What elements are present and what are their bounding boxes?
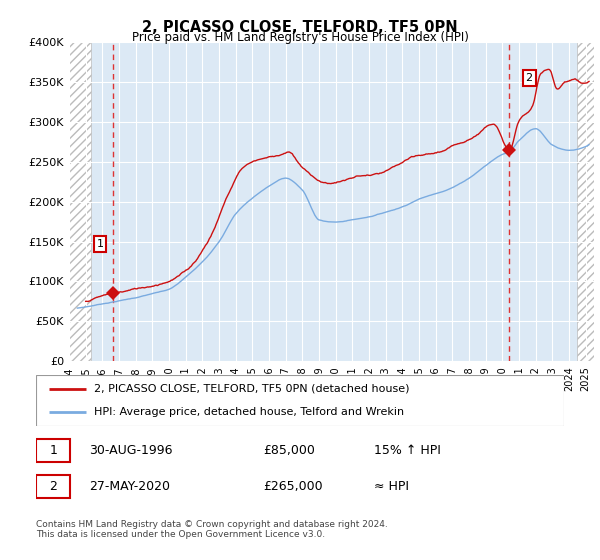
Text: 1: 1 <box>97 239 104 249</box>
Text: £265,000: £265,000 <box>263 480 323 493</box>
Text: 1: 1 <box>49 444 58 457</box>
Text: 27-MAY-2020: 27-MAY-2020 <box>89 480 170 493</box>
Bar <box>69 42 91 361</box>
Text: 30-AUG-1996: 30-AUG-1996 <box>89 444 172 457</box>
Text: Price paid vs. HM Land Registry's House Price Index (HPI): Price paid vs. HM Land Registry's House … <box>131 31 469 44</box>
Text: HPI: Average price, detached house, Telford and Wrekin: HPI: Average price, detached house, Telf… <box>94 407 404 417</box>
Text: 2: 2 <box>49 480 58 493</box>
Text: 15% ↑ HPI: 15% ↑ HPI <box>374 444 441 457</box>
Text: Contains HM Land Registry data © Crown copyright and database right 2024.
This d: Contains HM Land Registry data © Crown c… <box>36 520 388 539</box>
Text: 2, PICASSO CLOSE, TELFORD, TF5 0PN (detached house): 2, PICASSO CLOSE, TELFORD, TF5 0PN (deta… <box>94 384 410 394</box>
Text: 2, PICASSO CLOSE, TELFORD, TF5 0PN: 2, PICASSO CLOSE, TELFORD, TF5 0PN <box>142 20 458 35</box>
Bar <box>577 42 594 361</box>
Text: 2: 2 <box>526 73 533 83</box>
FancyBboxPatch shape <box>36 475 70 498</box>
FancyBboxPatch shape <box>36 439 70 462</box>
FancyBboxPatch shape <box>36 375 564 426</box>
Text: £85,000: £85,000 <box>263 444 315 457</box>
Text: ≈ HPI: ≈ HPI <box>374 480 409 493</box>
